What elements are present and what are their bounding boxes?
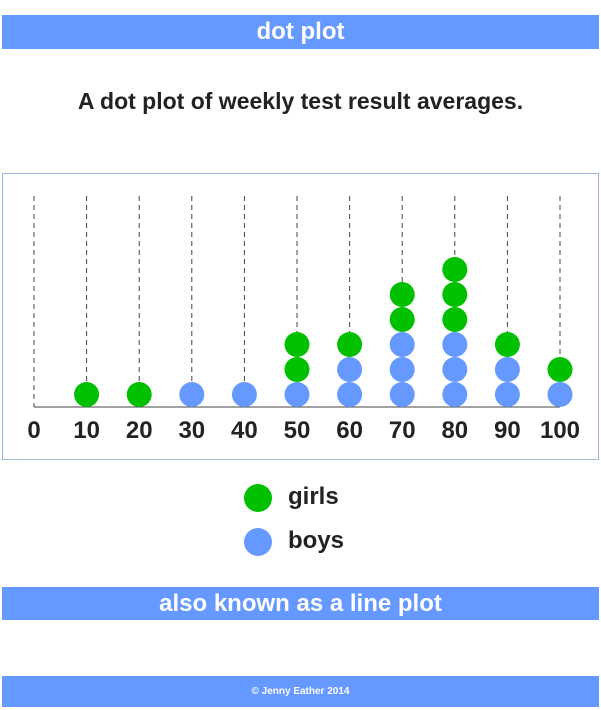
legend: girls boys [244, 480, 404, 568]
chart-frame: 0 10 20 30 40 50 60 70 80 90 100 [2, 173, 599, 460]
dot-boys-70-2 [389, 332, 415, 357]
dot-boys-80-0 [442, 382, 468, 407]
dot-girls-50-1 [284, 332, 310, 357]
legend-item-boys: boys [244, 524, 404, 568]
dot-girls-60-0 [337, 332, 363, 357]
legend-label-boys: boys [288, 527, 345, 554]
dot-girls-100-0 [547, 357, 573, 382]
legend-item-girls: girls [244, 480, 404, 524]
x-tick-label-60: 60 [336, 417, 363, 444]
legend-label-girls: girls [288, 483, 339, 510]
x-tick-label-80: 80 [441, 417, 468, 444]
x-tick-label-70: 70 [389, 417, 416, 444]
dot-boys-70-0 [389, 382, 415, 407]
dot-boys-30-0 [179, 382, 205, 407]
x-tick-label-50: 50 [284, 417, 311, 444]
copyright-footer: © Jenny Eather 2014 [2, 676, 599, 707]
dot-girls-80-1 [442, 282, 468, 307]
dot-boys-60-0 [337, 382, 363, 407]
dot-boys-90-0 [494, 382, 520, 407]
also-known-banner: also known as a line plot [2, 587, 599, 620]
dot-girls-80-2 [442, 257, 468, 282]
x-tick-label-40: 40 [231, 417, 258, 444]
dot-girls-70-0 [389, 307, 415, 332]
dot-boys-40-0 [231, 382, 257, 407]
dot-girls-10-0 [74, 382, 100, 407]
dot-boys-60-1 [337, 357, 363, 382]
dot-boys-70-1 [389, 357, 415, 382]
title-banner: dot plot [2, 15, 599, 49]
legend-marker-girls [244, 484, 272, 512]
dot-girls-50-0 [284, 357, 310, 382]
x-tick-label-0: 0 [27, 417, 40, 444]
x-tick-label-10: 10 [73, 417, 100, 444]
dot-boys-80-2 [442, 332, 468, 357]
x-tick-label-90: 90 [494, 417, 521, 444]
dot-boys-100-0 [547, 382, 573, 407]
x-tick-label-30: 30 [178, 417, 205, 444]
dot-boys-90-1 [494, 357, 520, 382]
dot-girls-80-0 [442, 307, 468, 332]
legend-marker-boys [244, 528, 272, 556]
dot-plot-svg: 0 10 20 30 40 50 60 70 80 90 100 [27, 196, 580, 444]
dot-boys-50-0 [284, 382, 310, 407]
dot-girls-20-0 [126, 382, 152, 407]
dot-girls-70-1 [389, 282, 415, 307]
x-tick-label-100: 100 [540, 417, 580, 444]
x-tick-label-20: 20 [126, 417, 153, 444]
chart-subtitle: A dot plot of weekly test result average… [77, 88, 524, 114]
dot-boys-80-1 [442, 357, 468, 382]
dot-girls-90-0 [494, 332, 520, 357]
